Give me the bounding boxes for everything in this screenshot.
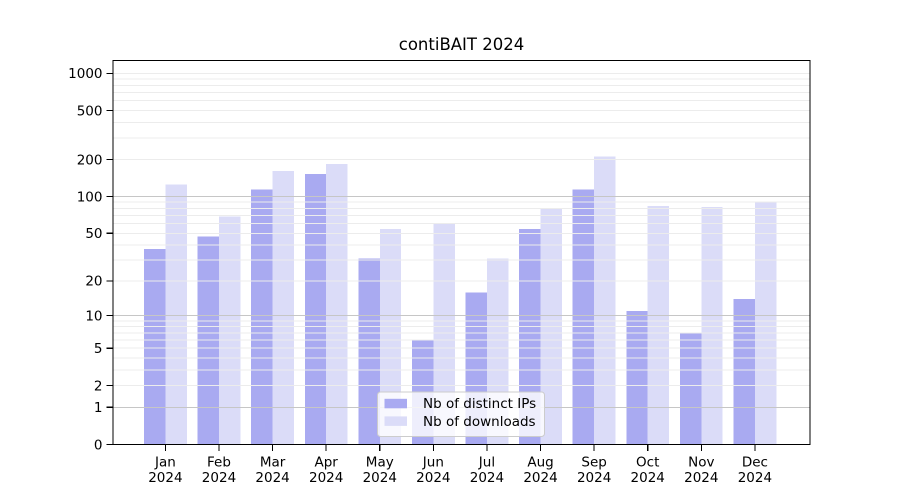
y-tick-label-5: 5 — [94, 341, 103, 357]
x-tick-label-nov-2024: Nov 2024 — [684, 455, 718, 487]
bar-nb-of-distinct-ips-jan-2024 — [144, 249, 166, 445]
y-tick-label-100: 100 — [77, 189, 103, 205]
bar-nb-of-downloads-apr-2024 — [326, 163, 348, 445]
bar-nb-of-distinct-ips-apr-2024 — [304, 174, 327, 445]
bar-nb-of-distinct-ips-feb-2024 — [197, 236, 219, 445]
y-tick-label-0: 0 — [94, 437, 103, 453]
x-tick-label-jun-2024: Jun 2024 — [416, 455, 450, 487]
x-tick-label-oct-2024: Oct 2024 — [631, 455, 665, 487]
bar-nb-of-downloads-feb-2024 — [218, 216, 241, 445]
bar-nb-of-distinct-ips-sep-2024 — [572, 189, 595, 445]
gridlines-group — [113, 72, 810, 408]
bar-nb-of-distinct-ips-may-2024 — [358, 258, 380, 445]
x-tick-label-mar-2024: Mar 2024 — [255, 455, 289, 487]
legend-label-distinct-ips: Nb of distinct IPs — [423, 396, 536, 412]
legend-swatch-downloads-icon — [384, 416, 407, 426]
chart-title: contiBAIT 2024 — [399, 35, 524, 54]
y-tick-label-20: 20 — [85, 274, 102, 290]
y-tick-label-1: 1 — [94, 400, 103, 416]
y-tick-label-500: 500 — [77, 103, 103, 119]
axes-group: 0 1 2 5 10 20 50 100 200 500 1000 Jan 2024 Feb 2024 Mar… — [68, 59, 811, 487]
legend-label-downloads: Nb of downloads — [423, 414, 536, 430]
bar-nb-of-distinct-ips-aug-2024 — [519, 229, 541, 445]
bar-nb-of-downloads-nov-2024 — [701, 207, 723, 445]
y-tick-label-2: 2 — [94, 378, 103, 394]
bar-nb-of-distinct-ips-oct-2024 — [626, 311, 648, 445]
x-tick-label-jul-2024: Jul 2024 — [470, 455, 504, 487]
y-tick-label-50: 50 — [85, 226, 102, 242]
bar-nb-of-distinct-ips-mar-2024 — [251, 189, 273, 445]
legend-box — [377, 391, 545, 437]
legend-swatch-distinct-ips-icon — [384, 398, 407, 409]
bar-nb-of-downloads-dec-2024 — [754, 202, 777, 445]
bar-nb-of-downloads-jan-2024 — [165, 184, 187, 445]
x-tick-label-jan-2024: Jan 2024 — [148, 455, 182, 487]
y-tick-label-1000: 1000 — [68, 66, 102, 82]
x-tick-label-dec-2024: Dec 2024 — [738, 455, 772, 487]
bar-nb-of-downloads-oct-2024 — [647, 205, 670, 445]
plot-frame — [112, 59, 811, 446]
x-tick-label-may-2024: May 2024 — [363, 455, 397, 487]
legend: Nb of distinct IPs Nb of downloads — [377, 391, 545, 437]
x-tick-label-feb-2024: Feb 2024 — [202, 455, 236, 487]
x-tick-label-aug-2024: Aug 2024 — [523, 455, 557, 487]
y-tick-label-10: 10 — [85, 308, 102, 324]
y-tick-label-200: 200 — [77, 152, 103, 168]
x-tick-label-apr-2024: Apr 2024 — [309, 455, 343, 487]
bar-nb-of-downloads-mar-2024 — [272, 170, 294, 445]
bar-nb-of-distinct-ips-nov-2024 — [679, 332, 702, 445]
bar-nb-of-distinct-ips-dec-2024 — [733, 299, 755, 445]
bar-nb-of-downloads-sep-2024 — [594, 156, 616, 445]
bar-nb-of-downloads-jun-2024 — [433, 222, 455, 445]
x-tick-label-sep-2024: Sep 2024 — [577, 455, 611, 487]
bar-nb-of-downloads-may-2024 — [379, 229, 402, 445]
